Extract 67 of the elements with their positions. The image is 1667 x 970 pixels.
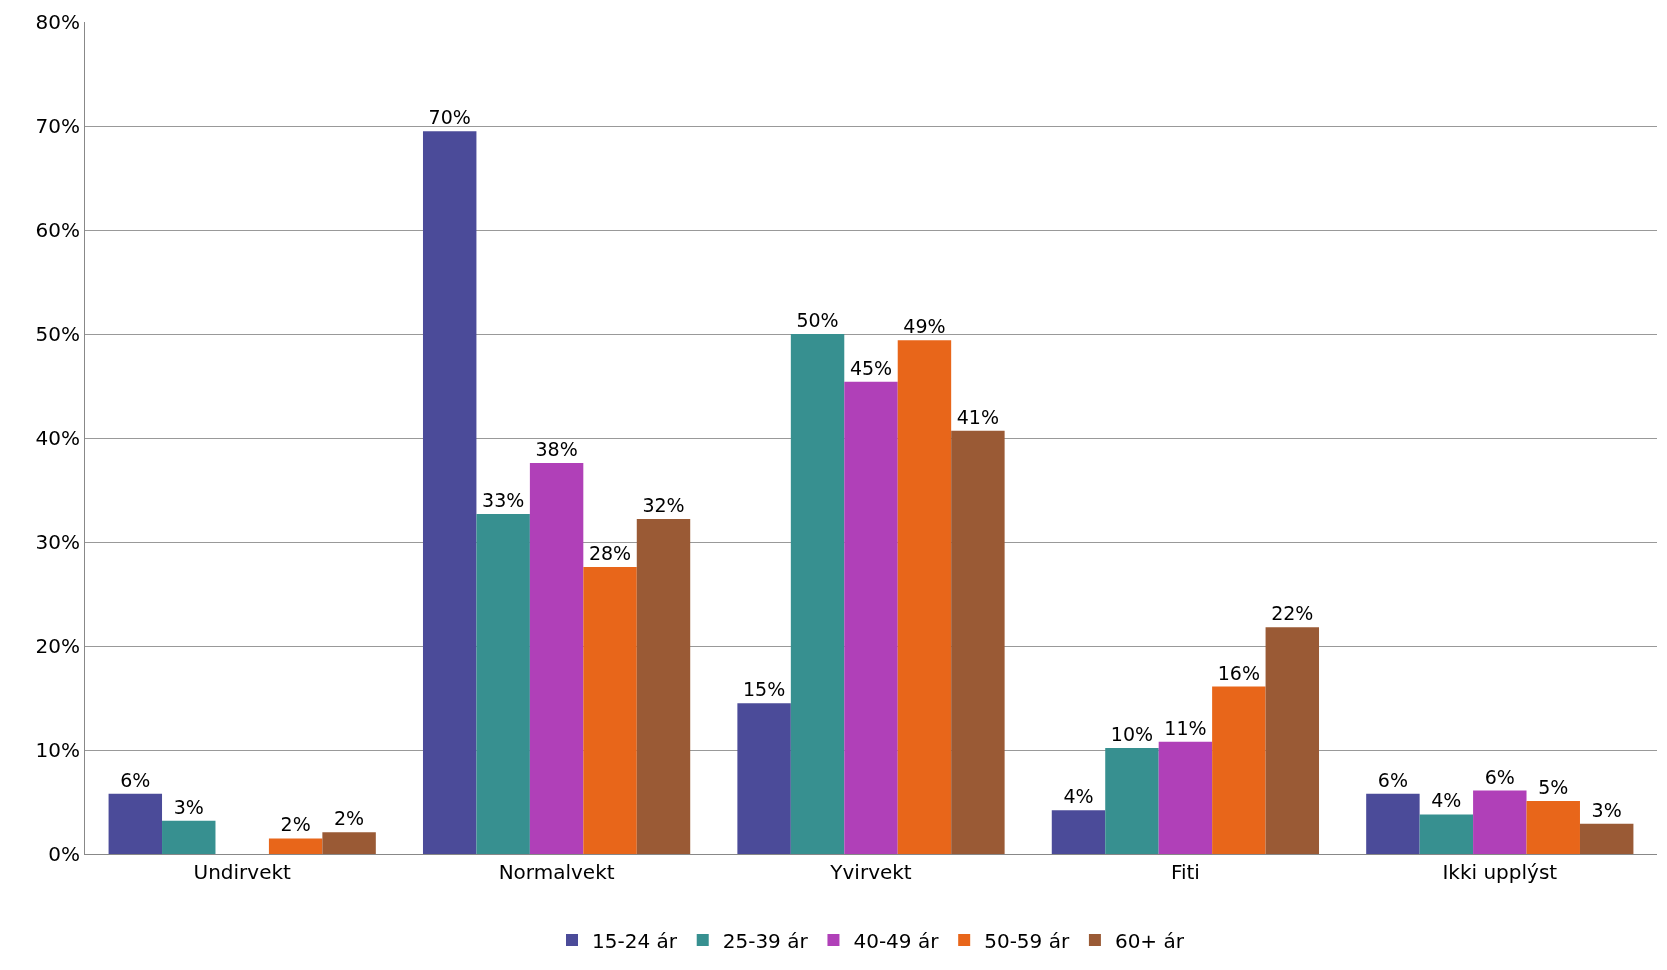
x-tick-label: Fiti xyxy=(1170,860,1200,884)
data-label: 32% xyxy=(642,494,685,517)
data-label: 3% xyxy=(173,795,204,818)
data-label: 16% xyxy=(1217,661,1260,684)
bar xyxy=(476,513,530,854)
bar xyxy=(108,793,163,854)
bar xyxy=(1051,810,1106,854)
bar xyxy=(1526,800,1580,854)
y-tick-label: 20% xyxy=(35,634,80,658)
bar xyxy=(897,340,952,854)
x-tick-label: Yvirvekt xyxy=(829,860,912,884)
bar xyxy=(1265,627,1320,854)
y-tick-label: 40% xyxy=(35,426,80,450)
bar xyxy=(1579,823,1634,854)
bar xyxy=(737,703,791,854)
y-tick-label: 70% xyxy=(35,114,80,138)
y-tick-label: 10% xyxy=(35,738,80,762)
data-label: 11% xyxy=(1164,716,1207,739)
y-tick-label: 30% xyxy=(35,530,80,554)
data-label: 6% xyxy=(120,768,151,791)
bar xyxy=(844,381,898,854)
y-tick-label: 50% xyxy=(35,322,80,346)
data-label: 6% xyxy=(1484,765,1515,788)
bar xyxy=(1419,814,1474,854)
data-label: 41% xyxy=(956,405,1000,428)
bar xyxy=(1158,741,1213,854)
data-label: 5% xyxy=(1538,775,1569,798)
bar xyxy=(636,519,691,854)
data-label: 2% xyxy=(280,813,311,836)
bar xyxy=(422,131,477,854)
x-tick-label: Normalvekt xyxy=(498,860,615,884)
x-tick-label: Ikki upplýst xyxy=(1442,860,1558,884)
bar xyxy=(1366,793,1420,854)
bar xyxy=(951,430,1005,854)
legend-label: 25-39 ár xyxy=(722,928,809,953)
bar xyxy=(583,566,637,854)
data-label: 38% xyxy=(535,437,578,460)
legend-label: 60+ ár xyxy=(1114,928,1185,953)
data-label: 6% xyxy=(1377,768,1408,791)
legend-label: 50-59 ár xyxy=(984,928,1070,953)
data-label: 10% xyxy=(1110,722,1154,745)
data-label: 22% xyxy=(1271,602,1314,625)
data-label: 2% xyxy=(334,807,365,830)
bar xyxy=(1105,747,1159,854)
y-tick-label: 60% xyxy=(35,218,80,242)
data-label: 15% xyxy=(742,678,786,701)
bar xyxy=(268,838,323,854)
data-label: 70% xyxy=(428,106,471,129)
data-label: 45% xyxy=(849,356,893,379)
bar xyxy=(162,820,216,854)
legend-label: 40-49 ár xyxy=(853,928,940,953)
bar xyxy=(529,462,584,854)
data-label: 4% xyxy=(1063,785,1094,808)
legend-label: 15-24 ár xyxy=(592,928,678,953)
data-label: 4% xyxy=(1431,789,1462,812)
bar xyxy=(1212,686,1266,854)
data-label: 33% xyxy=(482,488,525,511)
bar xyxy=(1473,790,1527,854)
y-tick-label: 0% xyxy=(48,842,80,866)
bar xyxy=(790,334,845,854)
x-tick-label: Undirvekt xyxy=(193,860,292,884)
data-label: 3% xyxy=(1591,798,1622,821)
data-label: 28% xyxy=(588,541,632,564)
y-tick-label: 80% xyxy=(35,10,80,34)
data-label: 50% xyxy=(796,309,839,331)
bar xyxy=(322,832,376,854)
data-label: 49% xyxy=(903,315,946,338)
